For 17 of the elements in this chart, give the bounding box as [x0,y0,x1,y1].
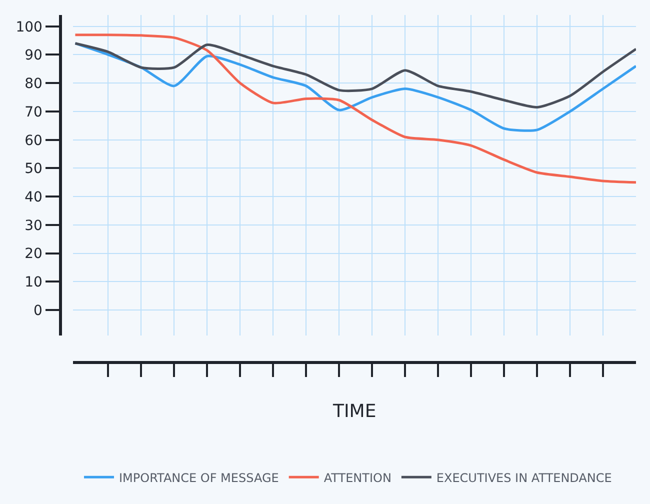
y-tick-label: 40 [24,189,42,206]
y-tick-label: 70 [24,104,42,120]
y-tick-label: 20 [24,246,42,262]
legend-label: EXECUTIVES IN ATTENDANCE [436,470,612,485]
y-tick-label: 100 [16,19,42,36]
y-tick-label: 90 [24,48,42,64]
y-tick-label: 10 [24,274,42,291]
x-axis-title: TIME [332,400,376,422]
y-tick-label: 50 [24,161,42,178]
legend-label: IMPORTANCE OF MESSAGE [119,470,279,485]
legend-label: ATTENTION [324,470,392,485]
y-tick-label: 0 [34,302,42,319]
y-tick-label: 60 [24,132,42,149]
line-series [74,34,636,184]
line-series [74,42,636,108]
y-tick-label: 30 [24,218,42,234]
y-tick-label: 80 [24,76,42,92]
